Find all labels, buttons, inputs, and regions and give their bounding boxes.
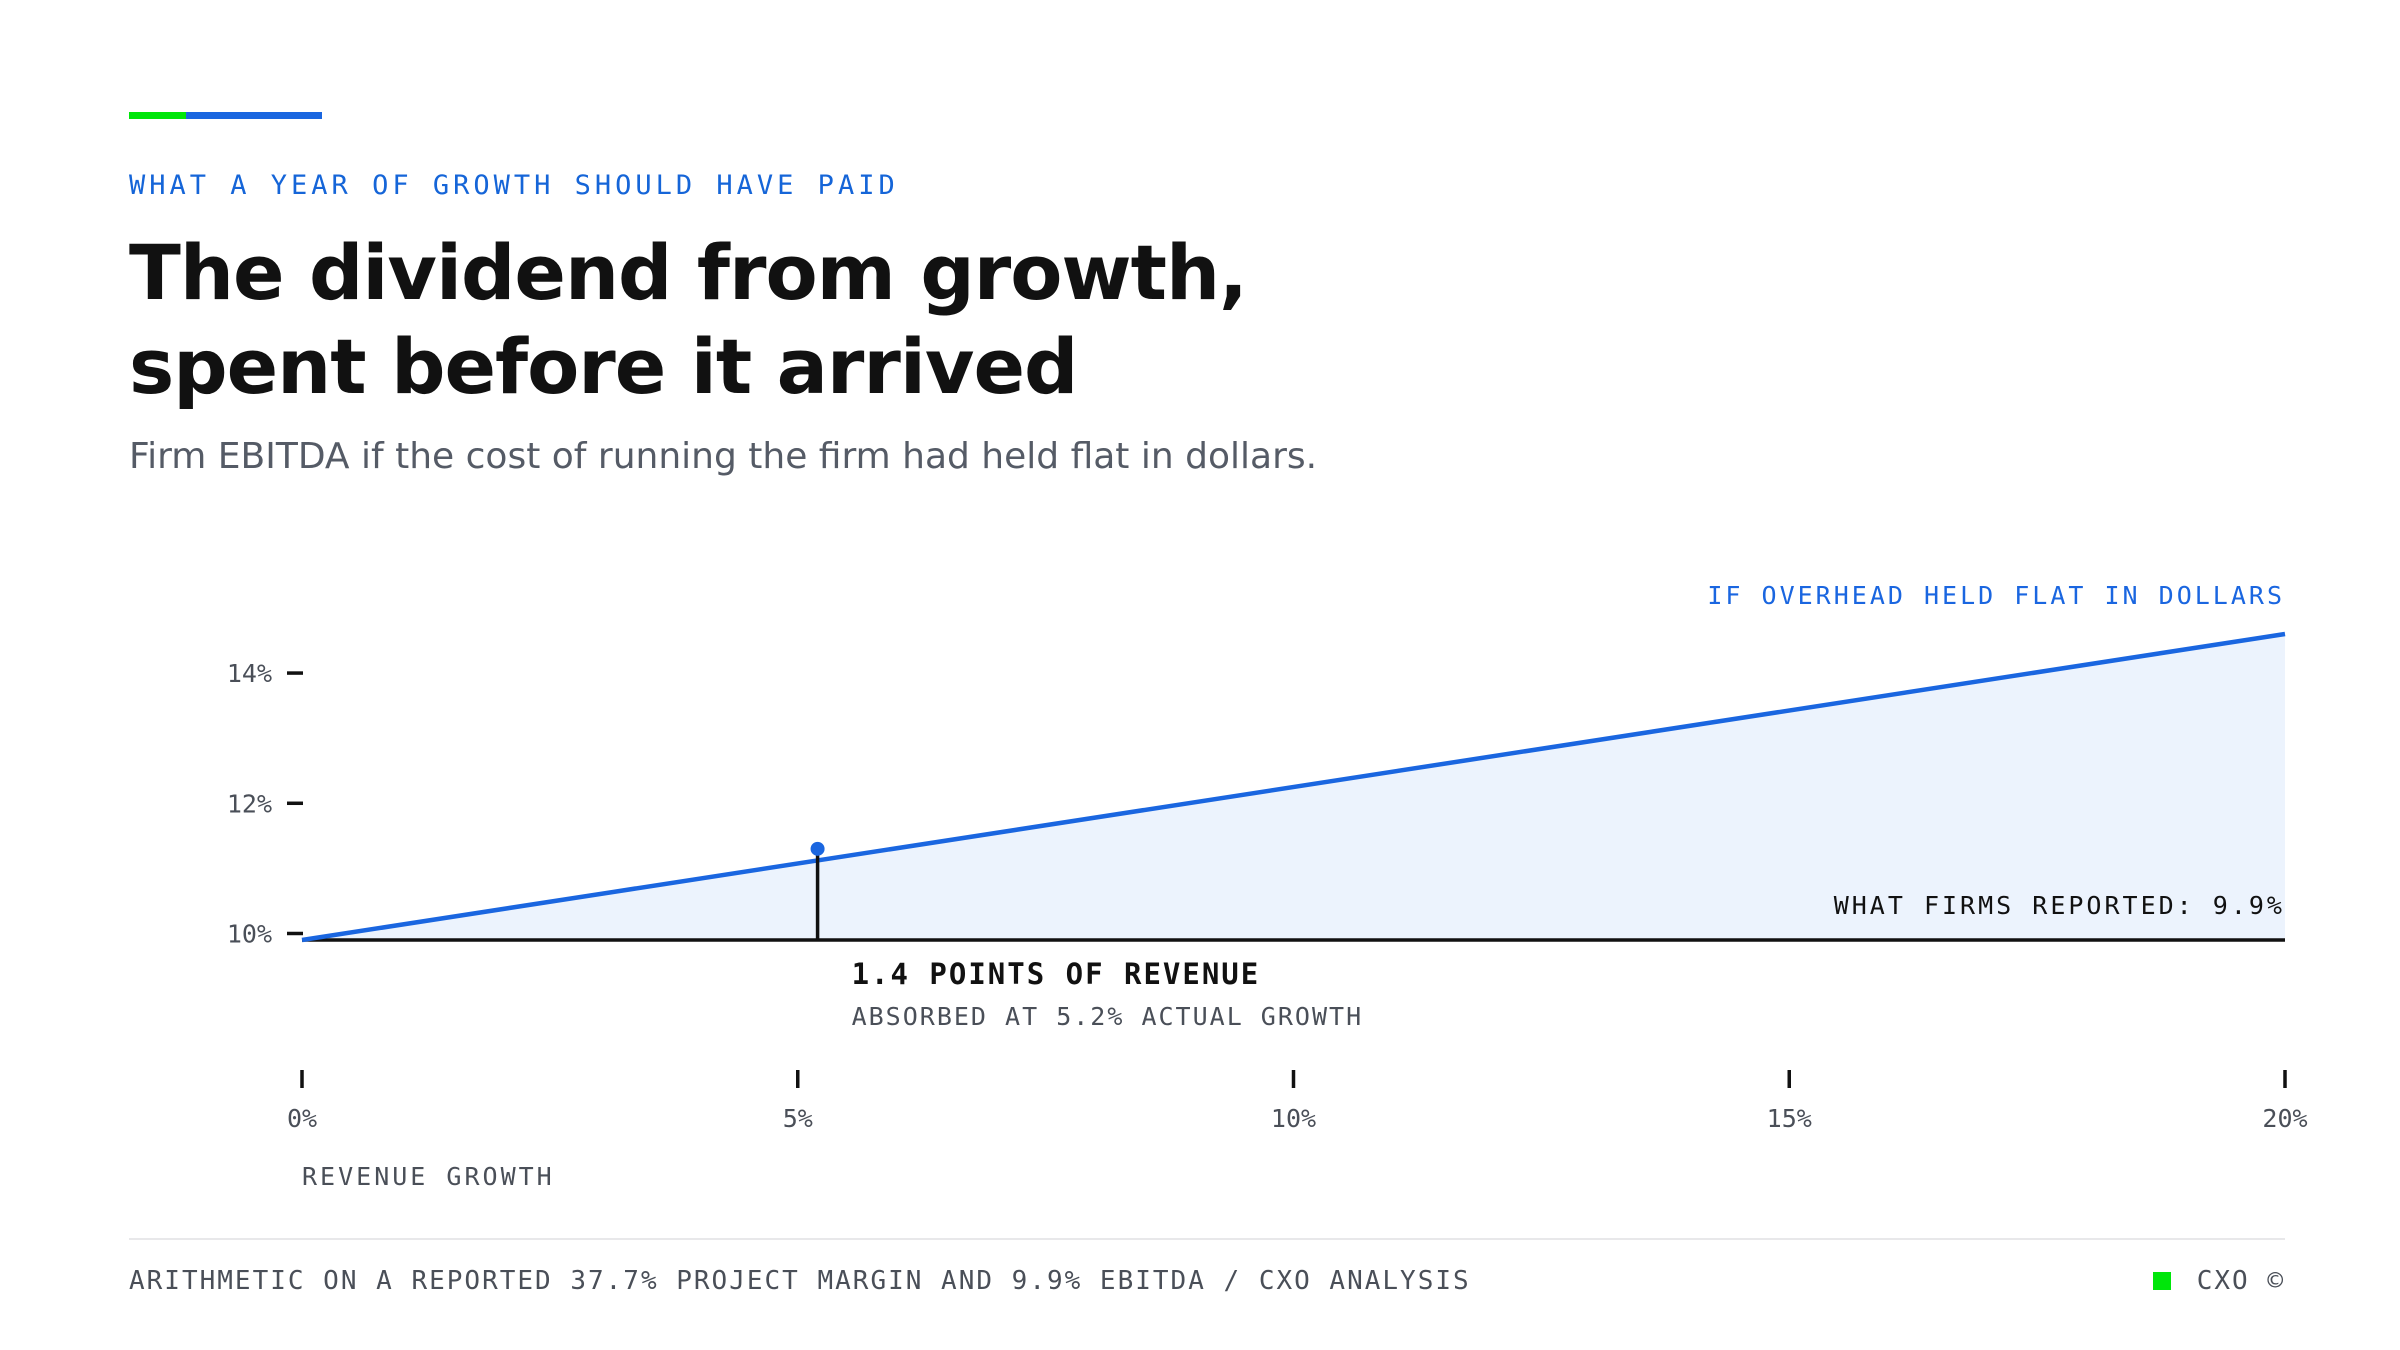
footer-brand: CXO © bbox=[2152, 1266, 2285, 1296]
title-line-1: The dividend from growth, bbox=[129, 228, 1248, 317]
marker-point bbox=[810, 841, 825, 856]
y-tick-label: 14% bbox=[227, 659, 272, 688]
title-line-2: spent before it arrived bbox=[129, 322, 1078, 411]
subtitle: Firm EBITDA if the cost of running the f… bbox=[129, 436, 1318, 477]
marker-sublabel: ABSORBED AT 5.2% ACTUAL GROWTH bbox=[852, 1002, 1364, 1031]
x-tick-label: 10% bbox=[1271, 1104, 1316, 1133]
x-axis-label: REVENUE GROWTH bbox=[302, 1162, 555, 1191]
eyebrow: WHAT A YEAR OF GROWTH SHOULD HAVE PAID bbox=[129, 170, 899, 201]
accent-bar bbox=[129, 112, 322, 119]
accent-bar-green bbox=[129, 112, 186, 119]
x-tick-label: 20% bbox=[2262, 1104, 2307, 1133]
baseline-label: WHAT FIRMS REPORTED: 9.9% bbox=[1834, 891, 2285, 920]
y-tick-label: 10% bbox=[227, 919, 272, 948]
marker-label: 1.4 POINTS OF REVENUE bbox=[852, 957, 1261, 991]
x-tick-label: 5% bbox=[783, 1104, 813, 1133]
series-label: IF OVERHEAD HELD FLAT IN DOLLARS bbox=[1707, 581, 2285, 610]
x-tick-label: 15% bbox=[1767, 1104, 1812, 1133]
brand-label: CXO © bbox=[2196, 1266, 2285, 1296]
x-tick-label: 0% bbox=[287, 1104, 317, 1133]
footer-divider bbox=[129, 1238, 2285, 1240]
brand-square-icon bbox=[2152, 1272, 2171, 1290]
series-line bbox=[301, 631, 2286, 943]
accent-bar-blue bbox=[186, 112, 322, 119]
footer-source: ARITHMETIC ON A REPORTED 37.7% PROJECT M… bbox=[129, 1266, 1471, 1296]
y-tick-label: 12% bbox=[227, 789, 272, 818]
page-title: The dividend from growth, spent before i… bbox=[129, 226, 1529, 414]
